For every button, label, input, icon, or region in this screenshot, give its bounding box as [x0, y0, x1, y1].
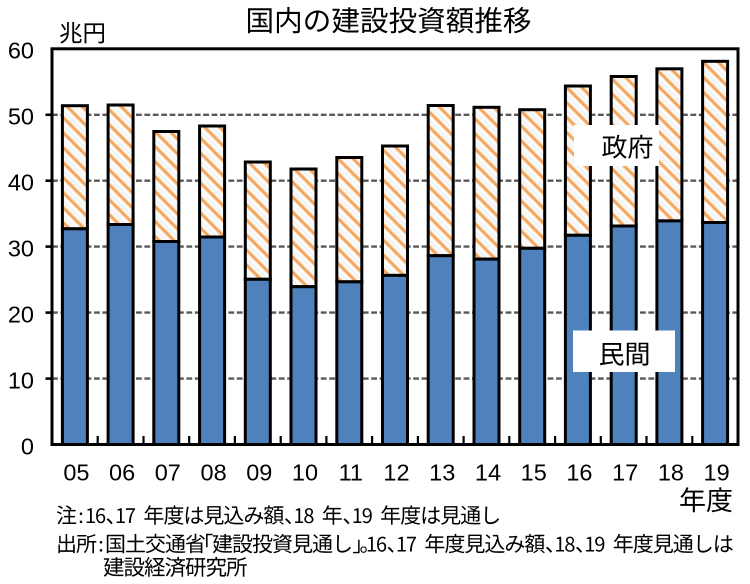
svg-text:40: 40 [8, 170, 34, 196]
svg-text:30: 30 [8, 235, 34, 261]
svg-text:0: 0 [21, 433, 34, 459]
svg-text:18: 18 [658, 460, 684, 486]
svg-text:12: 12 [383, 460, 409, 486]
svg-text:11: 11 [339, 460, 363, 486]
svg-text:20: 20 [8, 301, 34, 327]
svg-text:50: 50 [8, 104, 34, 130]
svg-text:19: 19 [704, 460, 730, 486]
svg-text:13: 13 [429, 460, 455, 486]
svg-text:10: 10 [292, 460, 318, 486]
svg-text:17: 17 [612, 460, 638, 486]
svg-text:15: 15 [521, 460, 547, 486]
svg-text:05: 05 [63, 460, 89, 486]
svg-text:06: 06 [109, 460, 135, 486]
svg-text:60: 60 [8, 38, 34, 64]
svg-text:08: 08 [201, 460, 227, 486]
svg-text:09: 09 [246, 460, 272, 486]
svg-text:10: 10 [8, 367, 34, 393]
svg-text:14: 14 [475, 460, 501, 486]
svg-text:16: 16 [566, 460, 592, 486]
svg-text:07: 07 [155, 460, 181, 486]
